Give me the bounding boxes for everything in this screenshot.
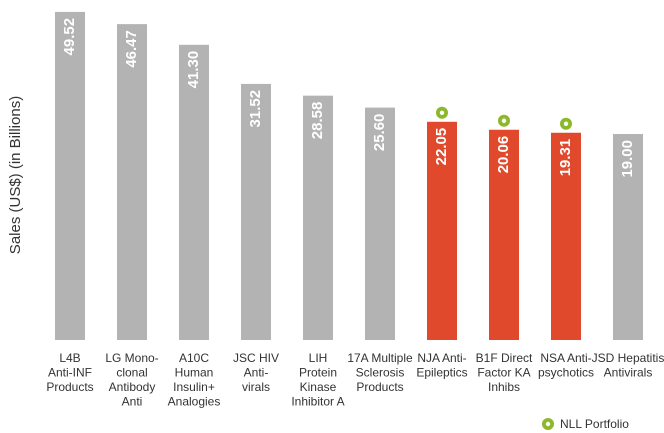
x-tick-label: Analogies <box>168 395 221 409</box>
value-label: 46.47 <box>123 30 140 68</box>
bar <box>489 129 519 340</box>
bar <box>179 44 209 341</box>
x-tick-label: JSD Hepatitis <box>592 351 664 365</box>
value-label: 28.58 <box>309 102 326 140</box>
x-tick-label: LIH <box>309 351 328 365</box>
x-tick-label: Inhibitor A <box>291 395 344 409</box>
y-axis-label: Sales (US$) (in Billions) <box>7 96 24 254</box>
x-tick-label: 17A Multiple <box>347 351 413 365</box>
x-tick-label: Products <box>356 380 403 394</box>
portfolio-marker-center <box>501 118 507 123</box>
bar <box>55 11 85 340</box>
x-tick-label: NJA Anti- <box>417 351 466 365</box>
value-label: 22.05 <box>433 128 450 166</box>
x-tick-label: JSC HIV <box>233 351 279 365</box>
bar <box>303 95 333 341</box>
portfolio-marker-center <box>545 421 551 427</box>
value-label: 31.52 <box>247 90 264 128</box>
value-label: 20.06 <box>495 136 512 174</box>
x-tick-label: Anti- <box>244 366 269 380</box>
legend-label: NLL Portfolio <box>560 417 629 431</box>
x-tick-label: virals <box>242 380 270 394</box>
bar <box>613 134 643 340</box>
x-tick-label: A10C <box>179 351 209 365</box>
value-label: 25.60 <box>371 114 388 152</box>
x-tick-label: L4B <box>59 351 80 365</box>
x-tick-label: Inhibs <box>488 380 520 394</box>
x-tick-label: Epileptics <box>416 366 467 380</box>
x-tick-label: Kinase <box>300 380 337 394</box>
bar <box>241 83 271 341</box>
portfolio-marker-center <box>439 110 445 116</box>
bar <box>365 107 395 340</box>
x-tick-label: Products <box>46 380 93 394</box>
x-tick-label: Sclerosis <box>356 366 405 380</box>
value-label: 19.31 <box>557 139 574 177</box>
bar <box>117 24 147 341</box>
x-tick-label: Human <box>175 366 214 380</box>
x-tick-label: Anti-INF <box>48 366 92 380</box>
x-tick-label: Protein <box>299 366 337 380</box>
bar <box>551 132 581 340</box>
x-tick-label: B1F Direct <box>476 351 533 365</box>
x-tick-label: Insulin+ <box>173 380 215 394</box>
portfolio-marker-center <box>563 121 569 126</box>
x-tick-label: NSA Anti- <box>540 351 591 365</box>
x-tick-label: psychotics <box>538 366 594 380</box>
x-tick-label: LG Mono- <box>105 351 158 365</box>
x-tick-label: Antibody <box>109 380 156 394</box>
value-label: 49.52 <box>61 18 78 56</box>
x-tick-label: Factor KA <box>477 366 530 380</box>
value-label: 41.30 <box>185 51 202 89</box>
x-tick-label: Anti <box>122 395 143 409</box>
x-tick-label: clonal <box>116 366 147 380</box>
x-tick-label: Antivirals <box>604 366 653 380</box>
bar <box>427 121 457 340</box>
value-label: 19.00 <box>619 140 636 178</box>
